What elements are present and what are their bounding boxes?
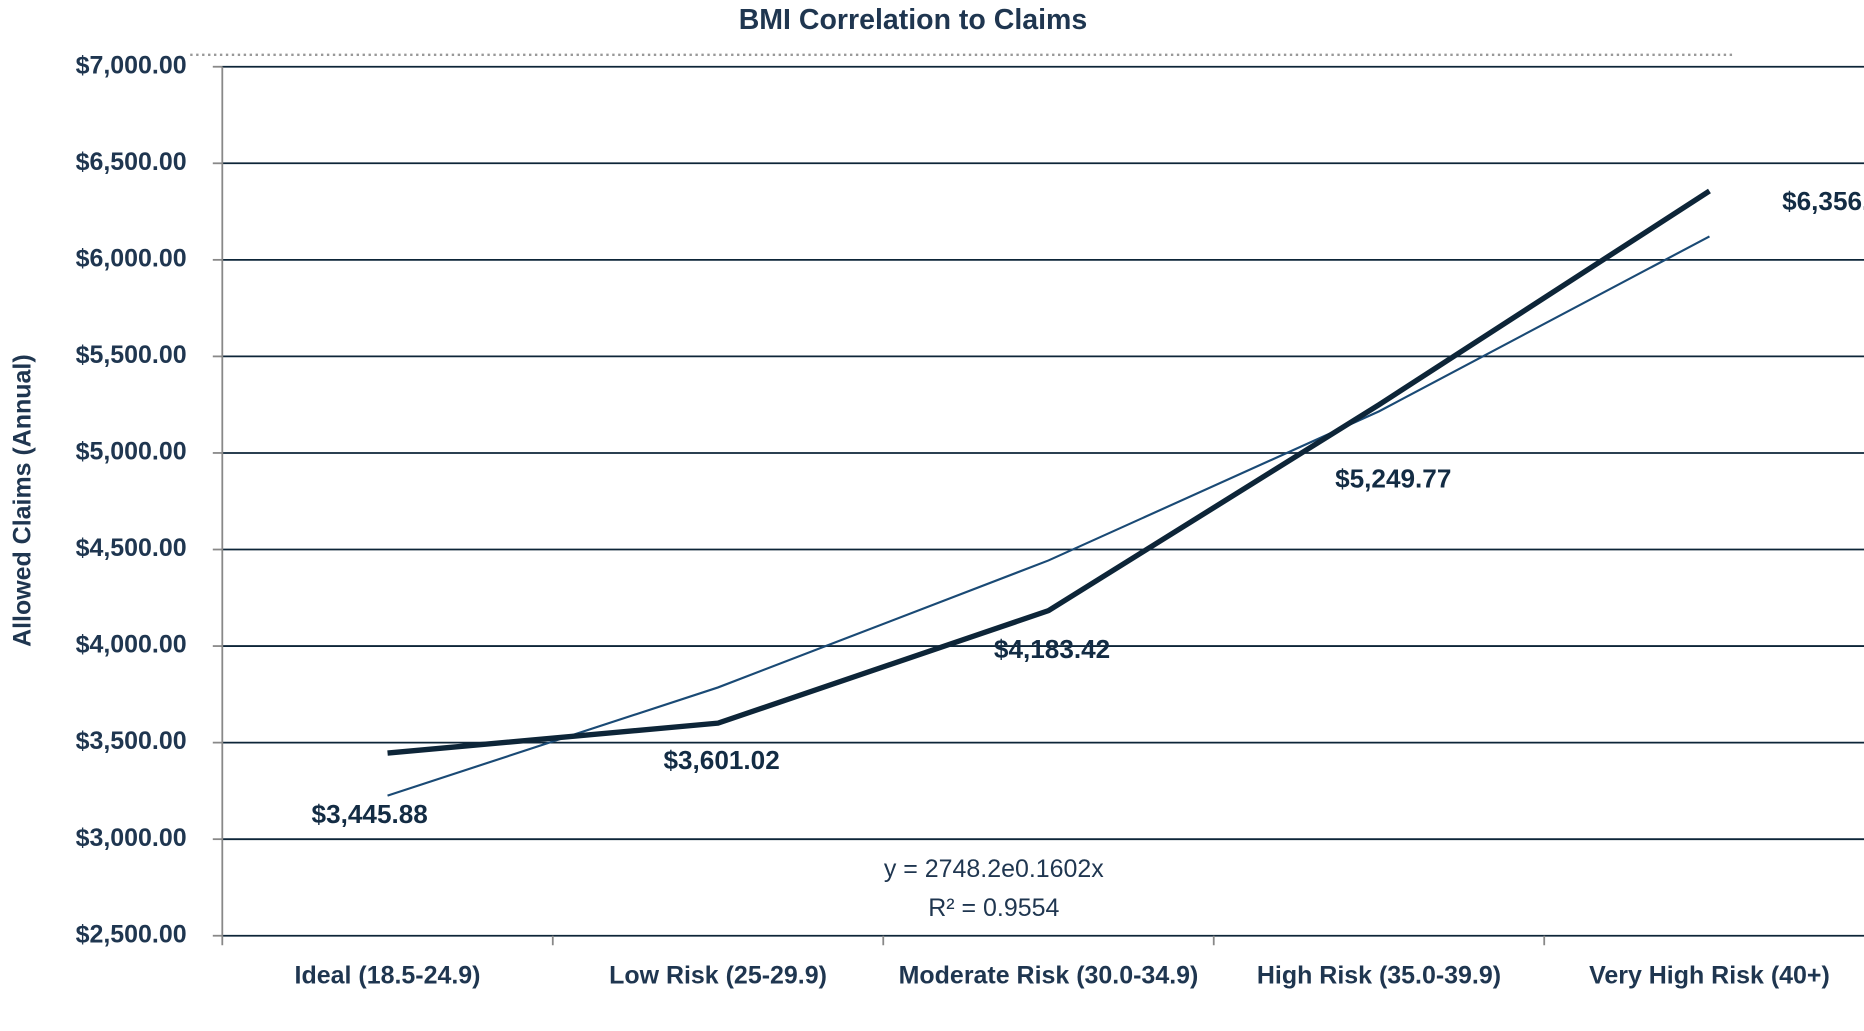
- trendline: [387, 235, 1710, 797]
- x-tick-label: Very High Risk (40+): [1589, 961, 1830, 990]
- y-tick-label: $3,500.00: [76, 727, 187, 755]
- data-label: $5,249.77: [1335, 464, 1451, 494]
- y-tick-label: $6,500.00: [76, 148, 187, 176]
- y-axis-title: Allowed Claims (Annual): [8, 354, 36, 647]
- x-tick-label: High Risk (35.0-39.9): [1256, 961, 1502, 990]
- x-tick-label-box: Very High Risk (40+): [1589, 961, 1830, 990]
- x-tick-label-box: High Risk (35.0-39.9): [1256, 961, 1502, 990]
- data-label: $3,445.88: [312, 799, 428, 829]
- data-label: $6,356.69: [1782, 186, 1864, 216]
- y-tick-label: $3,000.00: [76, 824, 187, 852]
- x-tick-label-box: Low Risk (25-29.9): [609, 961, 827, 990]
- y-tick-label: $4,000.00: [76, 631, 187, 659]
- y-tick-label: $5,500.00: [76, 341, 187, 369]
- trend-equation: y = 2748.2e0.1602x: [884, 855, 1104, 883]
- data-line: [387, 188, 1711, 756]
- x-tick-label: Low Risk (25-29.9): [609, 961, 827, 990]
- y-tick-label: $2,500.00: [76, 920, 187, 948]
- x-tick-label-box: Ideal (18.5-24.9): [294, 961, 481, 990]
- x-tick-label: Ideal (18.5-24.9): [294, 961, 481, 990]
- y-tick-label: $7,000.00: [76, 51, 187, 79]
- data-label: $3,601.02: [663, 745, 779, 775]
- x-tick-label-box: Moderate Risk (30.0-34.9): [898, 961, 1199, 990]
- y-tick-label: $4,500.00: [76, 534, 187, 562]
- data-label: $4,183.42: [994, 634, 1110, 664]
- x-tick-label: Moderate Risk (30.0-34.9): [898, 961, 1199, 990]
- chart-title: BMI Correlation to Claims: [739, 4, 1088, 36]
- y-tick-label: $5,000.00: [76, 438, 187, 466]
- trend-r-squared: R² = 0.9554: [928, 894, 1059, 922]
- y-tick-label: $6,000.00: [76, 244, 187, 272]
